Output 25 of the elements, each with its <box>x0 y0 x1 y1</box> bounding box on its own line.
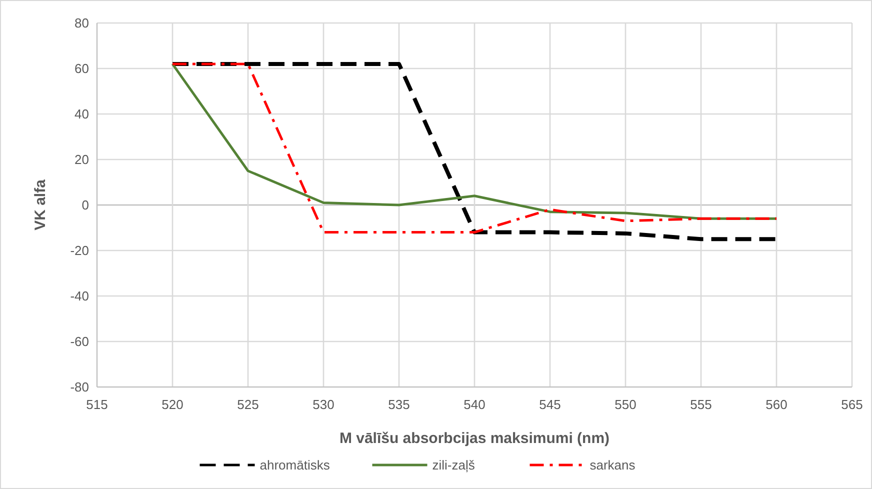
y-tick-label: -40 <box>70 288 89 304</box>
x-tick-label: 555 <box>690 397 712 412</box>
y-tick-label: -80 <box>70 380 89 395</box>
y-tick-label: -60 <box>70 334 89 350</box>
x-tick-label: 515 <box>86 397 108 412</box>
y-tick-label: 20 <box>74 152 89 168</box>
x-tick-label: 565 <box>841 397 863 412</box>
legend-label: ahromātisks <box>260 458 330 473</box>
x-tick-label: 550 <box>614 397 636 412</box>
y-tick-label: 60 <box>74 61 89 76</box>
y-tick-label: 40 <box>74 106 89 122</box>
y-tick-label: -20 <box>70 243 89 258</box>
y-tick-label: 0 <box>82 198 89 213</box>
x-tick-label: 545 <box>539 397 561 412</box>
x-tick-label: 530 <box>312 397 334 412</box>
x-tick-label: 525 <box>237 397 259 412</box>
x-tick-label: 560 <box>766 397 788 412</box>
legend-label: zili-zaļš <box>432 458 476 473</box>
x-tick-label: 540 <box>464 397 486 412</box>
x-axis-title: M vālīšu absorbcijas maksimumi (nm) <box>339 430 610 447</box>
x-tick-label: 535 <box>388 397 410 412</box>
y-axis-title: VK alfa <box>32 178 49 230</box>
legend-label: sarkans <box>590 458 636 473</box>
y-tick-label: 80 <box>74 16 89 31</box>
x-tick-label: 520 <box>162 397 184 412</box>
